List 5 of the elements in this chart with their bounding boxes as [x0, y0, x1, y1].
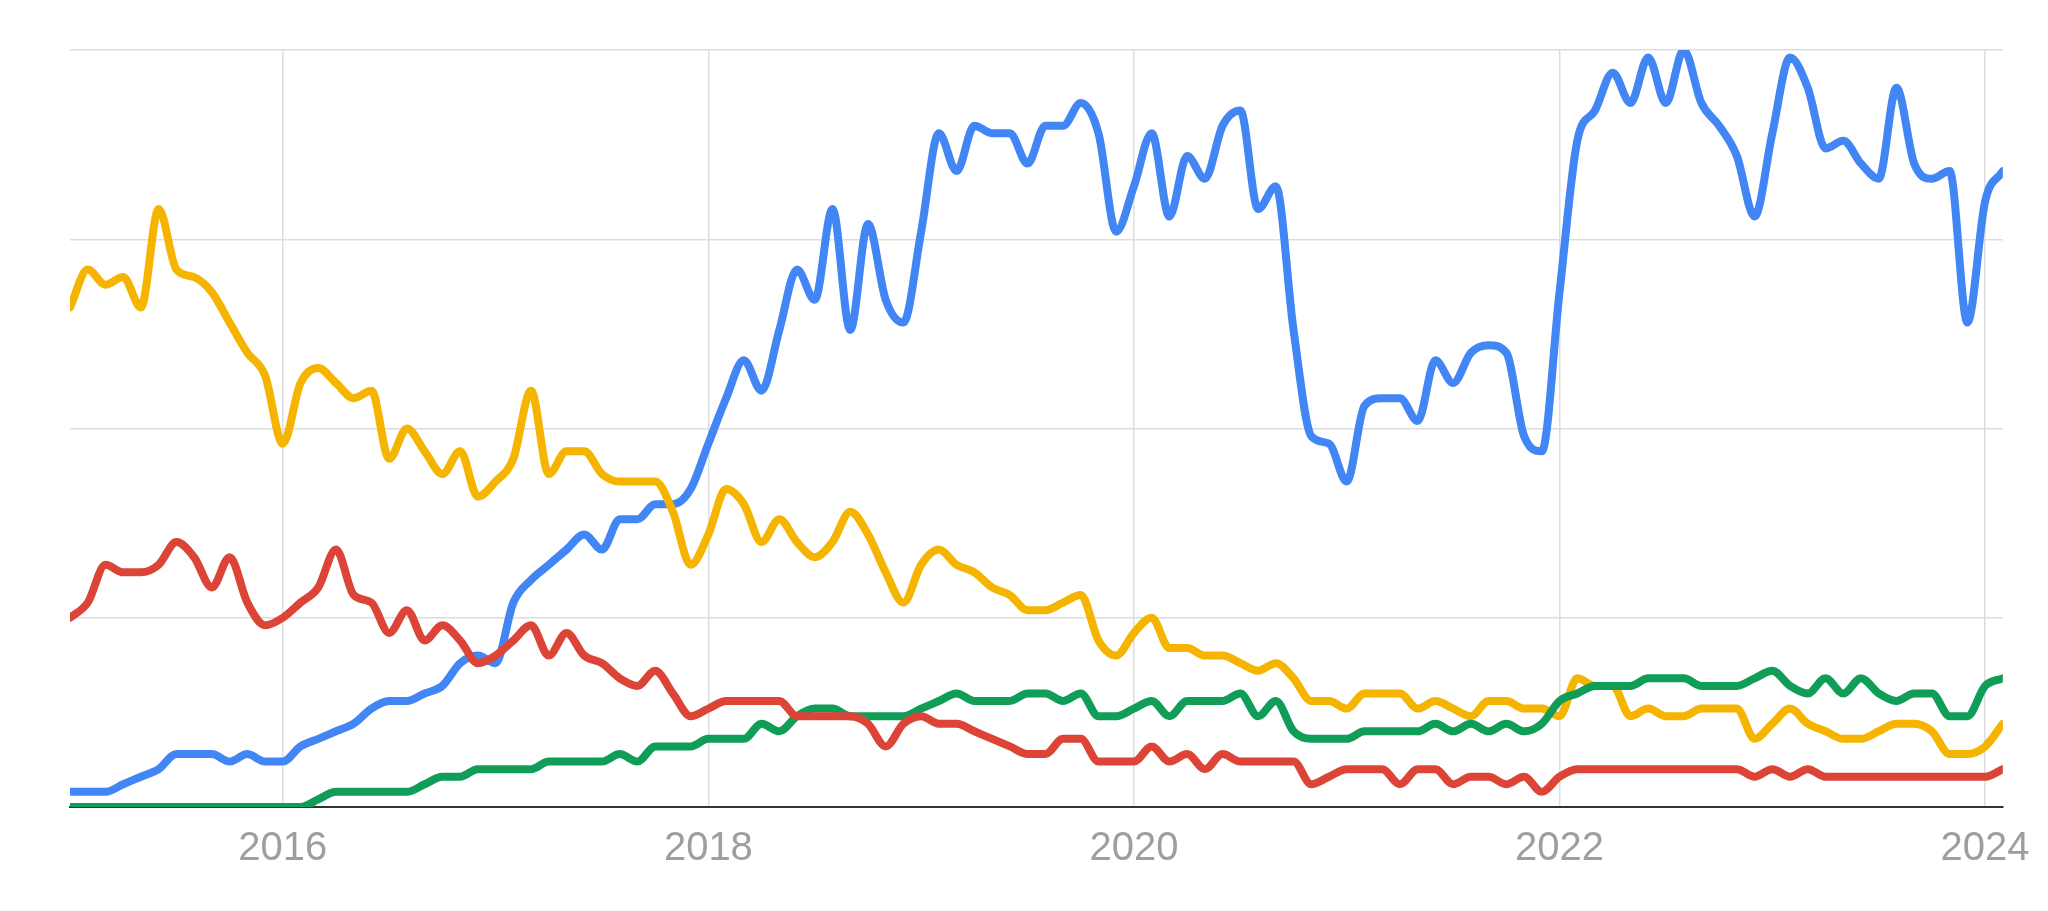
x-tick-label: 2022 — [1515, 824, 1605, 869]
x-tick-label: 2018 — [663, 824, 753, 869]
x-tick-label: 2016 — [238, 824, 328, 869]
x-tick-label: 2020 — [1089, 824, 1179, 869]
x-tick-label: 2024 — [1940, 824, 2030, 869]
